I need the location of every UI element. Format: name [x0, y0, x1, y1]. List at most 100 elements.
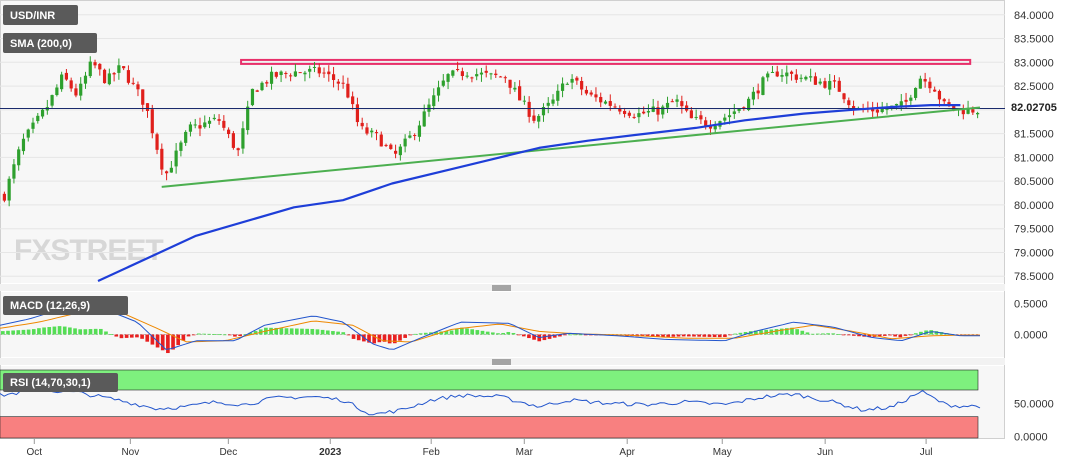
candle-body: [69, 80, 73, 89]
macd-histogram-bar: [1, 331, 5, 335]
macd-histogram-bar: [331, 331, 335, 335]
macd-histogram-bar: [707, 334, 712, 337]
candle-body: [656, 107, 660, 115]
candle-body: [575, 77, 579, 81]
macd-histogram-bar: [212, 334, 217, 335]
candle-body: [74, 88, 78, 96]
candle-body: [589, 92, 593, 95]
macd-histogram-bar: [676, 334, 681, 337]
candle-body: [126, 70, 131, 83]
candle-body: [503, 77, 507, 79]
candle-body: [331, 74, 336, 81]
sma-tag[interactable]: SMA (200,0): [3, 33, 97, 53]
candle-body: [21, 138, 26, 152]
candle-body: [494, 73, 498, 76]
macd-histogram-bar: [717, 334, 722, 338]
candle-body: [584, 89, 589, 94]
macd-histogram-bar: [671, 334, 676, 337]
candle-body: [646, 111, 651, 113]
sma-label: SMA (200,0): [10, 38, 72, 50]
candle-body: [203, 122, 207, 128]
macd-histogram-bar: [568, 334, 573, 336]
macd-histogram-bar: [243, 334, 248, 336]
candle-body: [441, 80, 445, 86]
separator-handle-1[interactable]: [492, 285, 511, 291]
macd-histogram-bar: [207, 333, 211, 335]
candle-body: [346, 83, 350, 98]
macd-histogram-bar: [129, 334, 134, 338]
rsi-tick-label: 50.0000: [1014, 398, 1054, 410]
rsi-tick-label: 0.0000: [1014, 432, 1048, 444]
candle-body: [312, 66, 317, 68]
macd-histogram-bar: [119, 334, 124, 339]
candle-body: [50, 95, 54, 106]
candle-body: [608, 101, 612, 106]
symbol-tag[interactable]: USD/INR: [3, 5, 78, 25]
macd-histogram-bar: [305, 328, 309, 335]
macd-histogram-bar: [903, 334, 908, 336]
candle-body: [2, 193, 6, 201]
candle-body: [317, 67, 321, 74]
price-tick-label: 79.0000: [1014, 247, 1054, 259]
macd-histogram-bar: [191, 334, 196, 336]
sma-200-line: [97, 103, 961, 282]
separator-handle-2[interactable]: [492, 359, 511, 365]
symbol-label: USD/INR: [10, 10, 55, 22]
macd-histogram-bar: [516, 334, 521, 336]
rsi-tag[interactable]: RSI (14,70,30,1): [3, 373, 118, 392]
candle-body: [713, 125, 717, 130]
macd-histogram-bar: [372, 334, 377, 344]
candle-body: [508, 79, 512, 88]
candle-body: [909, 97, 913, 101]
candle-body: [737, 108, 741, 111]
candle-body: [498, 76, 503, 78]
candle-body: [527, 101, 531, 117]
candle-body: [918, 78, 922, 89]
macd-histogram-bar: [491, 332, 495, 335]
macd-histogram-bar: [393, 334, 397, 344]
macd-histogram-bar: [841, 334, 846, 336]
macd-histogram-bar: [181, 334, 186, 341]
macd-tag[interactable]: MACD (12,26,9): [3, 296, 128, 315]
candle-body: [489, 73, 493, 75]
trendline-support: [161, 106, 981, 188]
candle-body: [794, 74, 798, 80]
candle-body: [274, 72, 278, 77]
macd-histogram-bar: [315, 329, 320, 335]
candle-body: [637, 113, 641, 118]
candle-body: [799, 77, 803, 79]
macd-histogram-bar: [888, 334, 892, 336]
macd-histogram-bar: [403, 334, 407, 338]
macd-histogram-bar: [821, 333, 825, 335]
candle-body: [560, 83, 565, 91]
candle-body: [942, 99, 946, 102]
macd-histogram-bar: [815, 333, 820, 335]
macd-histogram-bar: [738, 332, 743, 335]
candle-body: [823, 81, 827, 88]
macd-histogram-bar: [852, 334, 856, 336]
macd-histogram-bar: [320, 329, 325, 335]
macd-histogram-bar: [810, 333, 815, 335]
macd-histogram-bar: [408, 334, 413, 336]
macd-histogram-bar: [496, 333, 500, 335]
macd-histogram-bar: [805, 332, 810, 335]
candle-body: [93, 62, 97, 66]
macd-histogram-bar: [310, 328, 315, 335]
candle-body: [370, 130, 374, 133]
candle-body: [603, 101, 608, 104]
candle-body: [374, 132, 379, 134]
candle-body: [351, 96, 355, 105]
watermark-prefix: FX: [14, 234, 51, 267]
macd-histogram-bar: [661, 334, 665, 337]
candle-body: [436, 87, 441, 96]
candle-body: [537, 115, 541, 122]
candle-body: [413, 135, 417, 137]
macd-histogram-bar: [227, 334, 232, 336]
candle-body: [770, 71, 775, 73]
candle-body: [284, 73, 288, 75]
macd-histogram-bar: [68, 327, 72, 335]
candle-body: [160, 148, 164, 170]
macd-histogram-bar: [253, 331, 258, 335]
x-tick-label: Feb: [423, 447, 441, 458]
